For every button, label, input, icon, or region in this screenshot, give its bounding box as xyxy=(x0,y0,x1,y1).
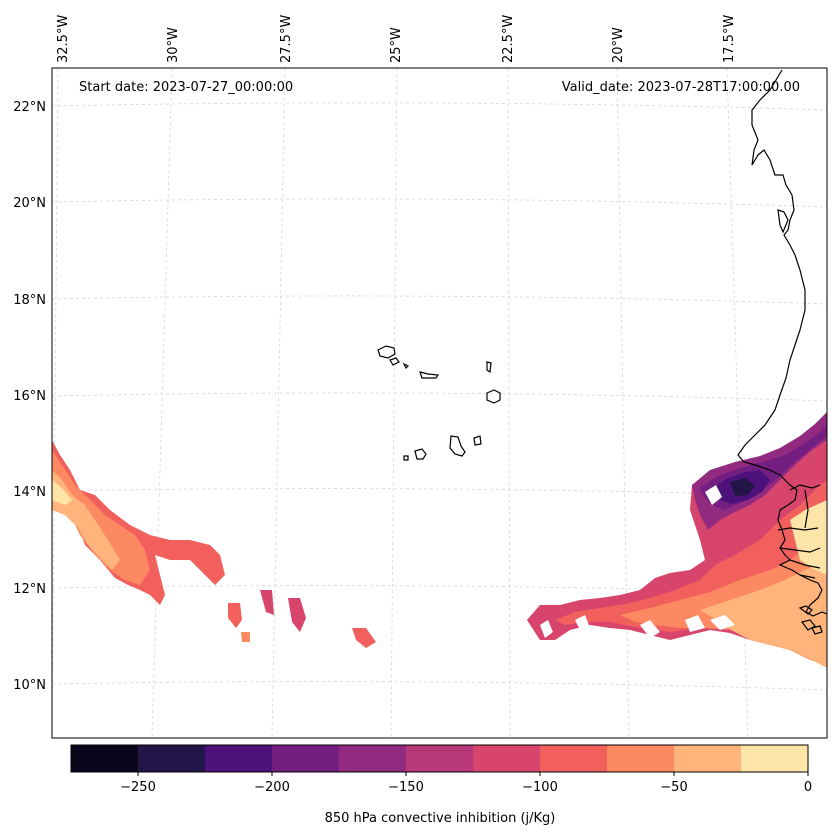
cin-hole-6 xyxy=(575,615,590,630)
colorbar-tick-label: 0 xyxy=(804,780,812,795)
cin-patch-small-1 xyxy=(228,603,242,628)
lat-label: 16°N xyxy=(13,389,46,404)
colorbar-swatch xyxy=(540,745,608,772)
lat-label: 10°N xyxy=(13,678,46,693)
colorbar-tick-label: −200 xyxy=(254,780,290,795)
cin-patch-west-inner xyxy=(52,470,120,570)
cin-hole-3 xyxy=(540,620,553,638)
lon-label: 20°W xyxy=(611,27,626,63)
cin-hole-2 xyxy=(640,620,660,638)
colorbar-swatch xyxy=(674,745,742,772)
colorbar-swatch xyxy=(205,745,273,772)
colorbar-swatch xyxy=(339,745,407,772)
lon-label: 30°W xyxy=(166,27,181,63)
colorbar-ticks: −250 −200 −150 −100 −50 0 xyxy=(120,780,812,795)
longitude-labels: 32.5°W 30°W 27.5°W 25°W 22.5°W 20°W 17.5… xyxy=(56,15,737,63)
cin-hole-5 xyxy=(710,615,735,630)
island-maio xyxy=(473,435,482,446)
island-fogo xyxy=(414,448,427,460)
cin-patch-small-4 xyxy=(352,628,376,648)
colorbar-tick-label: −50 xyxy=(660,780,687,795)
colorbar-swatch xyxy=(71,745,139,772)
guinea-bissau-islands xyxy=(798,605,823,635)
lon-label: 22.5°W xyxy=(501,15,516,63)
lon-label: 17.5°W xyxy=(722,15,737,63)
island-santo-antao xyxy=(377,345,396,359)
colorbar xyxy=(70,744,809,776)
island-santa-luzia xyxy=(402,362,410,370)
cin-east-core-4 xyxy=(730,478,755,496)
colorbar-tick-label: −100 xyxy=(522,780,558,795)
lon-label: 27.5°W xyxy=(279,15,294,63)
colorbar-swatch xyxy=(473,745,541,772)
colorbar-frame xyxy=(70,744,809,773)
coastlines xyxy=(377,69,828,635)
valid-date-label: Valid_date: 2023-07-28T17:00:00.00 xyxy=(562,80,800,95)
colorbar-tick-label: −250 xyxy=(120,780,156,795)
island-sal xyxy=(486,361,492,374)
lat-label: 22°N xyxy=(13,100,46,115)
border-lines xyxy=(779,484,821,579)
map-panel xyxy=(51,67,828,739)
cin-hole-1 xyxy=(705,485,722,505)
lon-label: 25°W xyxy=(389,27,404,63)
island-sao-vicente xyxy=(389,357,400,366)
latitude-labels: 22°N 20°N 18°N 16°N 14°N 12°N 10°N xyxy=(13,100,46,693)
cin-hole-4 xyxy=(685,615,705,632)
island-brava xyxy=(403,455,409,461)
gambia-river xyxy=(777,527,819,531)
africa-coastline xyxy=(737,69,828,617)
cin-patch-small-3 xyxy=(288,598,306,632)
cin-patch-west-mid xyxy=(52,450,150,585)
colorbar-tick-label: −150 xyxy=(388,780,424,795)
dakar-peninsula xyxy=(777,209,789,234)
lat-label: 20°N xyxy=(13,196,46,211)
cin-east-level-5 xyxy=(790,500,827,575)
cin-patch-small-2 xyxy=(260,590,274,615)
colorbar-swatch xyxy=(607,745,675,772)
lat-label: 18°N xyxy=(13,293,46,308)
lon-label: 32.5°W xyxy=(56,15,71,63)
cin-patch-west-core xyxy=(52,480,72,505)
island-santiago xyxy=(449,435,466,457)
colorbar-swatch xyxy=(138,745,206,772)
cin-field-west xyxy=(52,440,376,648)
lat-label: 14°N xyxy=(13,485,46,500)
cin-east-level-4 xyxy=(700,560,827,668)
colorbar-swatch xyxy=(272,745,340,772)
lat-label: 12°N xyxy=(13,582,46,597)
colorbar-swatch xyxy=(741,745,809,772)
island-boa-vista xyxy=(486,389,501,404)
start-date-label: Start date: 2023-07-27_00:00:00 xyxy=(79,80,293,95)
island-sao-nicolau xyxy=(419,371,440,379)
colorbar-swatch xyxy=(406,745,474,772)
cin-patch-small-5 xyxy=(241,632,250,642)
colorbar-label: 850 hPa convective inhibition (j/Kg) xyxy=(325,811,556,826)
